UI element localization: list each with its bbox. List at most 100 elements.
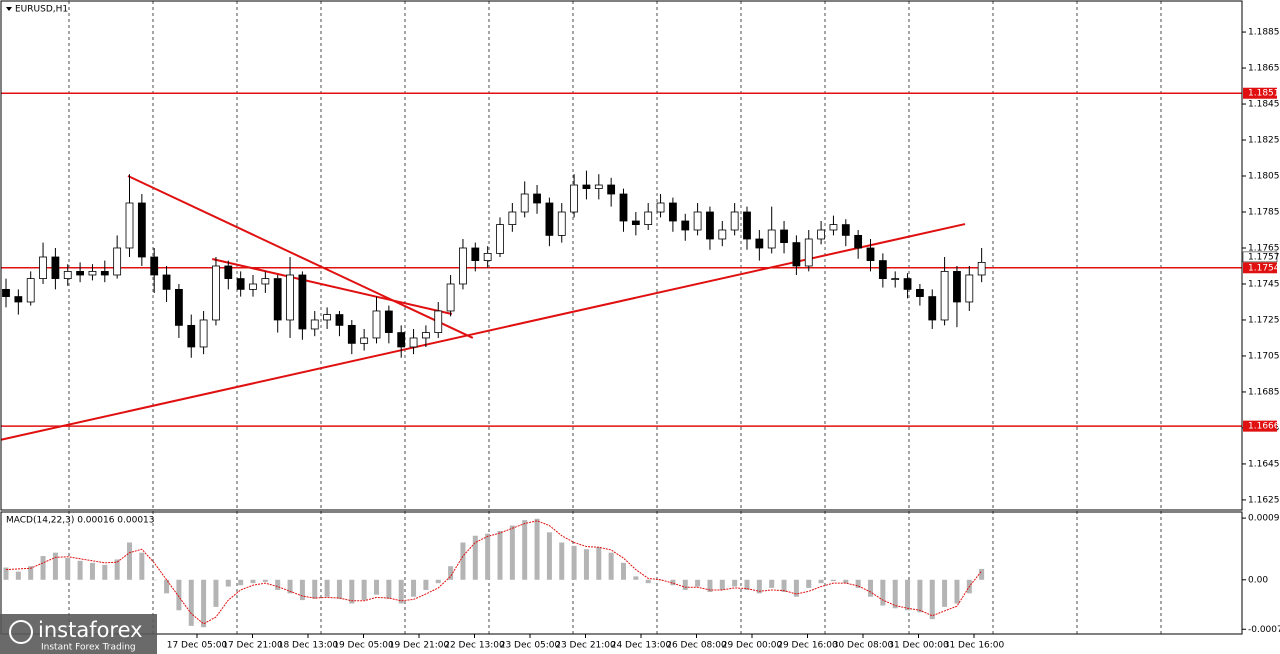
macd-bar xyxy=(201,579,207,628)
macd-bar xyxy=(719,579,725,590)
macd-bar xyxy=(65,558,71,580)
macd-bar xyxy=(176,579,182,611)
candle-body xyxy=(113,247,122,276)
macd-bar xyxy=(287,579,293,594)
macd-bar xyxy=(781,579,787,592)
trend-line xyxy=(127,175,474,339)
y-tick-label: 1.1885 xyxy=(1248,28,1280,38)
macd-bar xyxy=(695,579,701,587)
candle-body xyxy=(434,310,443,333)
macd-bar xyxy=(374,579,379,595)
trend-line xyxy=(212,257,453,316)
macd-bar xyxy=(843,579,849,584)
macd-bar xyxy=(299,579,305,601)
last-price-tag xyxy=(1242,251,1278,263)
candle-body xyxy=(335,314,344,326)
x-tick-label: 24 Dec 13:00 xyxy=(611,641,672,651)
candle-body xyxy=(39,256,47,279)
level-label: 1.1666 xyxy=(1248,422,1280,432)
macd-bar xyxy=(52,552,58,580)
candle-body xyxy=(76,270,84,276)
macd-bar xyxy=(793,579,799,597)
candle-body xyxy=(977,261,986,276)
candle-body xyxy=(2,288,10,297)
y-tick-label: 1.1865 xyxy=(1248,64,1280,74)
candle-body xyxy=(63,270,72,279)
macd-bar xyxy=(645,579,651,584)
candle-body xyxy=(780,229,788,243)
candle-body xyxy=(174,288,183,326)
x-tick-label: 19 Dec 05:00 xyxy=(333,641,394,651)
candle-body xyxy=(607,184,616,195)
level-label: 1.1754 xyxy=(1248,263,1280,273)
macd-bar xyxy=(608,552,614,580)
x-tick-label: 30 Dec 08:00 xyxy=(833,641,894,651)
candle-body xyxy=(916,288,924,297)
candle-body xyxy=(323,314,332,321)
macd-bar xyxy=(15,571,21,580)
candle-body xyxy=(582,184,591,190)
candle-body xyxy=(891,278,900,280)
macd-bar xyxy=(954,579,960,604)
macd-bar xyxy=(806,579,812,588)
y-tick-label: 1.1705 xyxy=(1248,351,1280,361)
macd-bar xyxy=(868,579,873,597)
signal-line xyxy=(5,520,983,625)
macd-bar xyxy=(756,579,762,594)
candle-body xyxy=(199,319,208,348)
candle-body xyxy=(631,220,640,225)
candle-body xyxy=(125,202,134,249)
macd-bar xyxy=(361,579,367,601)
candle-body xyxy=(619,193,628,222)
macd-bar xyxy=(139,552,145,580)
macd-bar xyxy=(534,518,540,580)
candle-body xyxy=(953,270,961,303)
logo-tagline: Instant Forex Trading xyxy=(41,643,136,653)
macd-bar xyxy=(250,579,256,584)
candle-body xyxy=(767,229,776,249)
macd-title: MACD(14,22,3) 0.00016 0.00013 xyxy=(6,516,155,526)
candle-body xyxy=(841,224,850,236)
macd-bar xyxy=(275,579,281,590)
candle-body xyxy=(187,324,196,348)
macd-bar xyxy=(3,567,9,580)
y-tick-label: -0.00073 xyxy=(1248,625,1280,635)
candle-body xyxy=(520,193,529,213)
candle-body xyxy=(26,278,35,303)
macd-bar xyxy=(546,532,552,580)
candle-body xyxy=(928,296,937,321)
candle-body xyxy=(669,202,677,222)
x-tick-label: 18 Dec 13:00 xyxy=(278,641,339,651)
candle-body xyxy=(829,224,838,231)
candle-body xyxy=(360,337,369,344)
candle-body xyxy=(372,310,381,339)
candle-body xyxy=(236,278,245,290)
candle-body xyxy=(224,265,233,279)
macd-bar xyxy=(386,579,392,599)
candle-body xyxy=(644,211,653,225)
candle-body xyxy=(817,229,825,240)
y-tick-label: 1.1765 xyxy=(1248,243,1280,253)
macd-bar xyxy=(40,556,46,580)
candle-body xyxy=(471,247,480,261)
macd-bar xyxy=(349,579,355,604)
level-tag xyxy=(1243,87,1277,99)
candle-body xyxy=(88,270,97,276)
candle-body xyxy=(533,193,541,204)
candle-body xyxy=(421,332,430,339)
macd-bar xyxy=(28,566,34,580)
menu-arrow xyxy=(6,7,12,11)
logo-brand: instaforex xyxy=(38,618,143,642)
macd-bar xyxy=(979,568,985,580)
candle-body xyxy=(804,238,813,267)
x-tick-label: 29 Dec 16:00 xyxy=(777,641,838,651)
level-tag xyxy=(1243,262,1277,274)
macd-bar xyxy=(917,579,923,613)
candle-body xyxy=(347,324,356,344)
price-frame xyxy=(0,0,1243,511)
x-tick-label: 22 Dec 13:00 xyxy=(444,641,505,651)
macd-bar xyxy=(102,564,108,580)
macd-bar xyxy=(682,579,688,590)
